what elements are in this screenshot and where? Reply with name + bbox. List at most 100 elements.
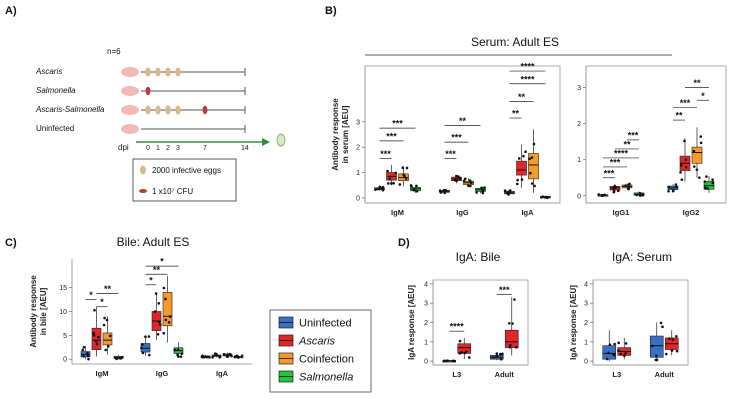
- data-point: [97, 335, 100, 339]
- data-point: [655, 354, 658, 358]
- egg-dose-icon: [145, 105, 151, 115]
- egg-dose-icon: [165, 67, 171, 77]
- dpi-tick-7: 7: [203, 145, 207, 152]
- data-point: [164, 318, 168, 322]
- dpi-tick-0: 0: [146, 145, 150, 152]
- group-label-ascaris: Ascaris: [35, 67, 62, 76]
- x-category-label: IgG1: [613, 208, 630, 217]
- data-point: [159, 323, 162, 326]
- data-point: [153, 310, 157, 313]
- data-point: [81, 348, 85, 352]
- data-point: [692, 149, 696, 153]
- data-point: [639, 192, 642, 196]
- data-point: [456, 175, 460, 178]
- data-point: [180, 352, 184, 356]
- data-point: [667, 185, 670, 189]
- pig-icon: [121, 124, 139, 134]
- significance-label: ***: [451, 133, 462, 143]
- y-tick-label: 4: [424, 281, 428, 288]
- significance-label: **: [693, 78, 701, 88]
- data-point: [467, 184, 470, 187]
- egg-dose-icon: [155, 105, 161, 115]
- pig-icon: [121, 86, 139, 96]
- data-point: [511, 322, 514, 325]
- data-point: [105, 318, 109, 322]
- data-point: [508, 346, 512, 349]
- data-point: [684, 165, 688, 169]
- data-point: [674, 183, 678, 186]
- data-point: [668, 337, 671, 341]
- data-point: [173, 348, 177, 352]
- y-tick-label: 0: [356, 195, 360, 202]
- y-tick-label: 1: [577, 157, 581, 164]
- dpi-tick-14: 14: [241, 145, 249, 152]
- egg-dose-icon: [175, 67, 181, 77]
- egg-dose-icon: [155, 67, 161, 77]
- data-point: [698, 176, 701, 179]
- data-point: [401, 166, 405, 170]
- panel-c-title: Bile: Adult ES: [117, 235, 190, 249]
- significance-label: ***: [380, 149, 391, 159]
- data-point: [544, 196, 547, 199]
- data-point: [517, 157, 521, 160]
- data-point: [624, 184, 627, 187]
- data-point: [501, 352, 504, 356]
- organ-icon: [276, 133, 286, 147]
- data-point: [107, 345, 110, 348]
- y-tick-label: 2: [584, 320, 588, 327]
- data-point: [480, 186, 484, 190]
- data-point: [462, 179, 466, 183]
- data-point: [176, 348, 180, 351]
- data-point: [218, 355, 221, 359]
- data-point: [628, 182, 631, 186]
- x-category-label: IgM: [96, 369, 109, 378]
- data-point: [641, 193, 645, 197]
- y-tick-label: 1: [584, 339, 588, 346]
- salmonella-dose-icon: [145, 86, 151, 96]
- legend: Uninfected Ascaris Coinfection Salmonella: [269, 309, 372, 393]
- plot-frame: [364, 65, 561, 204]
- x-category-label: IgG: [156, 369, 169, 378]
- data-point: [607, 351, 610, 355]
- significance-label: **: [518, 92, 526, 102]
- data-point: [235, 354, 239, 358]
- data-point: [104, 348, 108, 352]
- data-point: [675, 349, 679, 353]
- infection-schematic: n=6 Ascaris Salmonella Ascaris-Salmonell…: [35, 47, 286, 202]
- data-point: [703, 180, 707, 183]
- data-point: [619, 352, 623, 356]
- egg-dose-icon: [145, 67, 151, 77]
- data-point: [95, 342, 99, 346]
- data-point: [374, 188, 377, 191]
- sample-size-label: n=6: [107, 47, 121, 56]
- panel-d1-title: IgA: Bile: [456, 250, 501, 264]
- legend-cfu-label: 1 x10⁷ CFU: [152, 187, 193, 196]
- y-tick-label: 2: [577, 121, 581, 128]
- data-point: [200, 355, 204, 359]
- box-iqr: [649, 335, 664, 358]
- data-point: [530, 182, 534, 185]
- data-point: [699, 135, 703, 138]
- data-point: [469, 184, 472, 188]
- chart-d-serum-iga: 0 1 2 3 4 IgA response [AEU] L3 Adult: [569, 279, 689, 379]
- data-point: [529, 171, 532, 175]
- significance-label: *: [160, 257, 164, 267]
- egg-dose-icon: [165, 105, 171, 115]
- x-category-label: IgG: [456, 208, 469, 217]
- panel-label-c: C): [5, 237, 17, 249]
- schematic-legend-box: [132, 158, 237, 202]
- data-point: [144, 335, 147, 339]
- y-tick-label: 0: [63, 357, 67, 364]
- significance-label: **: [153, 265, 161, 275]
- data-point: [516, 178, 519, 182]
- significance-label: **: [459, 116, 467, 126]
- y-axis-label: IgA response [AEU]: [569, 285, 578, 360]
- data-point: [623, 354, 626, 357]
- data-point: [157, 320, 161, 324]
- data-point: [695, 168, 699, 172]
- data-point: [230, 354, 233, 358]
- box-iqr: [91, 327, 102, 350]
